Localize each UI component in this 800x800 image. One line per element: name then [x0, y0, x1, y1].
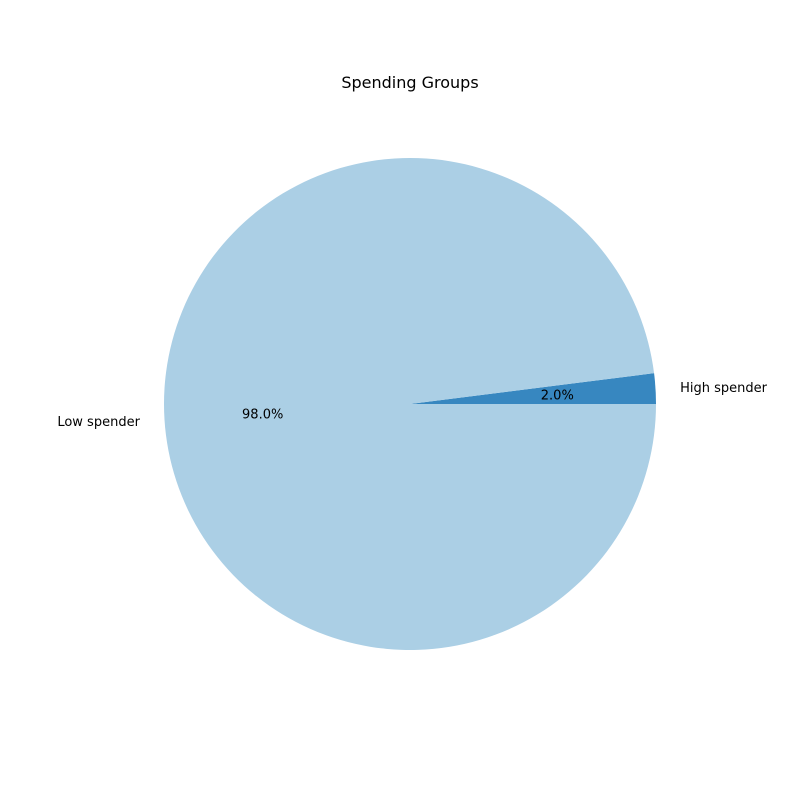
pie-slices [164, 157, 656, 650]
pie-slice-high-spender [410, 373, 656, 404]
pie-slice-low-spender [164, 157, 656, 650]
slice-label-high-spender: High spender [680, 381, 768, 396]
slice-pct-high-spender: 2.0% [541, 389, 574, 404]
chart-title: Spending Groups [341, 73, 478, 92]
pie-labels: High spender 2.0% Low spender 98.0% [57, 381, 767, 430]
slice-pct-low-spender: 98.0% [242, 407, 283, 422]
slice-label-low-spender: Low spender [57, 415, 140, 430]
